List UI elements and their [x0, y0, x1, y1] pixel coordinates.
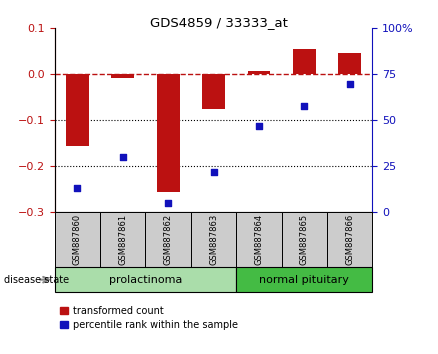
Point: [346, 81, 353, 86]
FancyBboxPatch shape: [191, 212, 236, 267]
Text: GSM887861: GSM887861: [118, 214, 127, 266]
FancyBboxPatch shape: [236, 212, 282, 267]
Bar: [202, 74, 225, 109]
Point: [119, 154, 126, 160]
FancyBboxPatch shape: [55, 212, 100, 267]
Text: disease state: disease state: [4, 275, 70, 285]
Text: GSM887863: GSM887863: [209, 214, 218, 266]
FancyBboxPatch shape: [145, 212, 191, 267]
Bar: [247, 71, 270, 74]
Point: [74, 185, 81, 191]
Text: GSM887865: GSM887865: [300, 214, 309, 266]
Text: prolactinoma: prolactinoma: [109, 275, 182, 285]
Bar: [157, 74, 180, 192]
Text: GSM887866: GSM887866: [345, 214, 354, 266]
FancyBboxPatch shape: [100, 212, 145, 267]
Legend: transformed count, percentile rank within the sample: transformed count, percentile rank withi…: [60, 306, 238, 330]
FancyBboxPatch shape: [55, 267, 236, 292]
Text: GSM887862: GSM887862: [164, 214, 173, 266]
FancyBboxPatch shape: [282, 212, 327, 267]
Bar: [111, 74, 134, 78]
Point: [255, 123, 262, 129]
Bar: [338, 53, 361, 74]
Point: [301, 103, 308, 108]
FancyBboxPatch shape: [236, 267, 372, 292]
Point: [210, 169, 217, 175]
Text: GSM887860: GSM887860: [73, 214, 82, 266]
Point: [165, 200, 172, 206]
Text: GSM887864: GSM887864: [254, 214, 263, 266]
Text: normal pituitary: normal pituitary: [259, 275, 349, 285]
Bar: [293, 49, 316, 74]
Text: GDS4859 / 33333_at: GDS4859 / 33333_at: [150, 16, 288, 29]
FancyBboxPatch shape: [327, 212, 372, 267]
Bar: [66, 74, 89, 146]
